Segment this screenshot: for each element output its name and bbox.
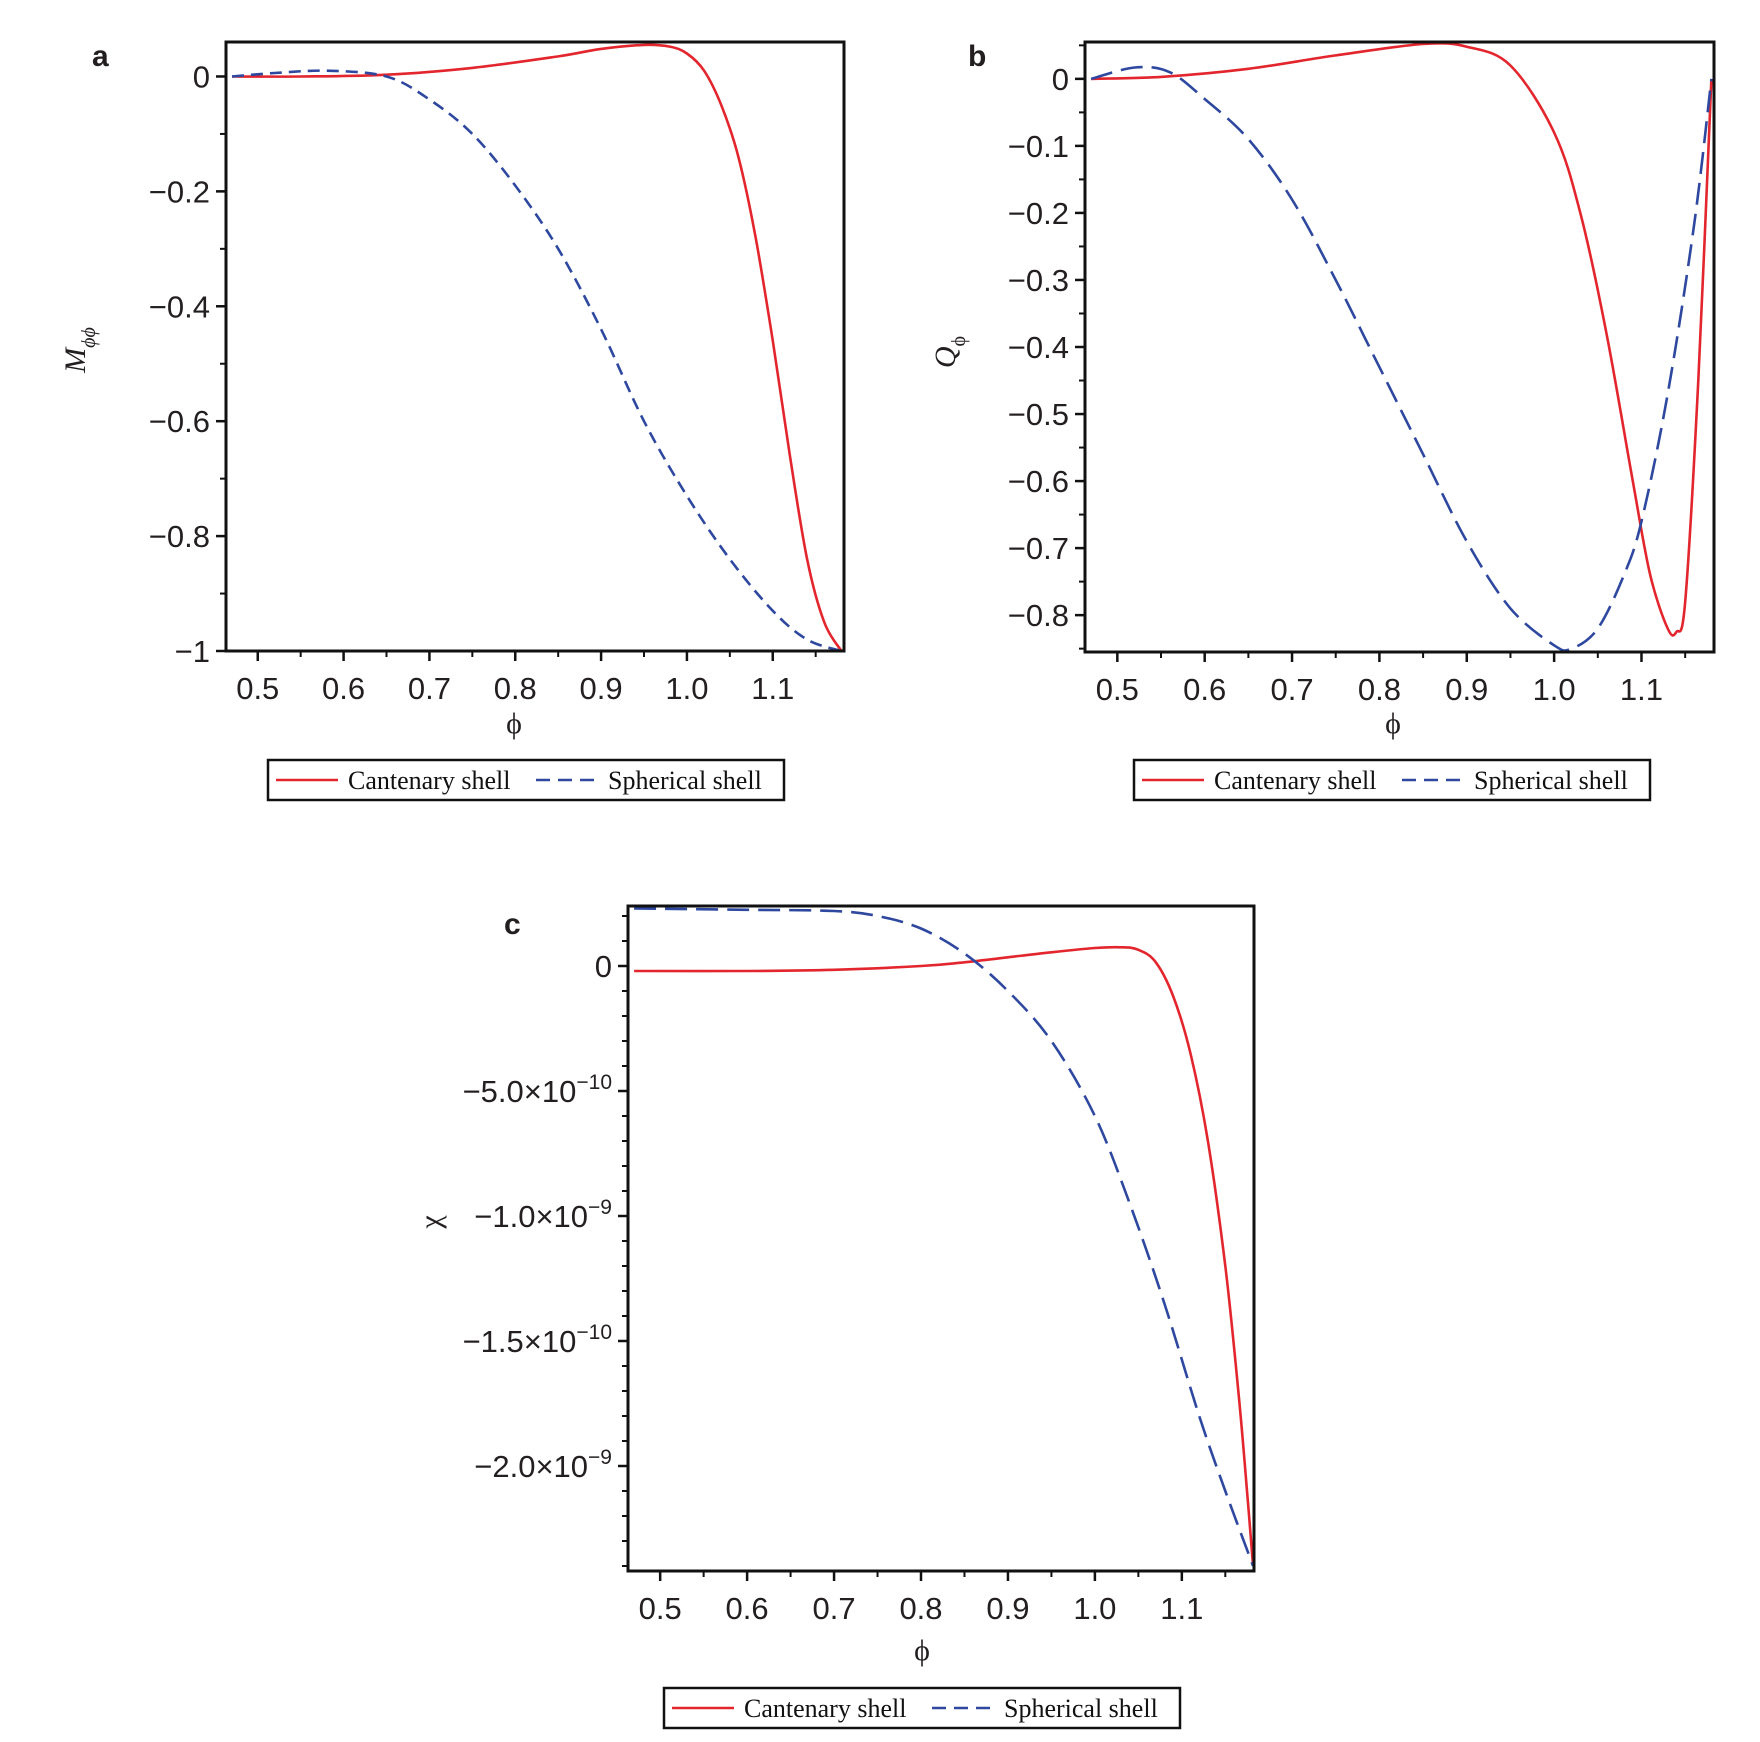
y-tick-label: −0.4	[149, 289, 210, 324]
panel-a-plot-area	[224, 40, 846, 653]
x-tick-label: 0.8	[899, 1591, 942, 1626]
x-tick-label: 1.1	[1160, 1591, 1203, 1626]
y-tick-label: −5.0×10−10	[463, 1071, 612, 1109]
y-tick-label: −1.0×10−9	[474, 1196, 612, 1234]
panel-c-curvature-chart: c 0.5 0.6 0.7 0.8 0.9 1.0 1.1 0 −5.0×10−10 −1.0×…	[414, 904, 1256, 1730]
y-tick-label: −0.4	[1008, 330, 1069, 365]
legend-spherical-label: Spherical shell	[1004, 1694, 1158, 1723]
y-tick-label: −0.6	[149, 404, 210, 439]
y-tick-label: −0.2	[149, 174, 210, 209]
panel-a-x-axis-title: ϕ	[506, 707, 522, 740]
panel-b-legend: Cantenary shell Spherical shell	[1132, 758, 1652, 802]
legend-cantenary-label: Cantenary shell	[744, 1694, 906, 1723]
svg-text:Qϕ: Qϕ	[929, 336, 970, 368]
panel-c-x-axis-title: ϕ	[914, 1634, 930, 1667]
plot-frame	[626, 904, 1256, 1573]
y-tick-label: −0.8	[1008, 598, 1069, 633]
panel-a-y-axis: 0 −0.2 −0.4 −0.6 −0.8 −1	[149, 59, 226, 669]
cantenary-shell-line	[1091, 41, 1713, 637]
panel-b-y-axis-title: Qϕ	[929, 336, 970, 368]
y-tick-label: 0	[193, 59, 210, 94]
panel-c-y-axis: 0 −5.0×10−10 −1.0×10−9 −1.5×10−10 −2.0×10−9	[463, 915, 628, 1567]
panel-c-x-axis: 0.5 0.6 0.7 0.8 0.9 1.0 1.1	[639, 1571, 1227, 1626]
y-tick-label: −1.5×10−10	[463, 1321, 612, 1359]
y-title-main: M	[59, 346, 92, 374]
panel-letter-c: c	[504, 908, 521, 941]
x-tick-label: 0.9	[580, 671, 623, 706]
legend-spherical-label: Spherical shell	[1474, 766, 1628, 795]
legend-cantenary-label: Cantenary shell	[1214, 766, 1376, 795]
y-tick-label: 0	[595, 949, 612, 984]
x-tick-label: 1.1	[1620, 672, 1663, 707]
x-tick-label: 0.6	[726, 1591, 769, 1626]
y-tick-label: −0.6	[1008, 464, 1069, 499]
x-tick-label: 1.1	[751, 671, 794, 706]
cantenary-shell-line	[231, 43, 843, 652]
y-tick-label: −0.2	[1008, 196, 1069, 231]
x-tick-label: 0.7	[1270, 672, 1313, 707]
cantenary-shell-line	[634, 945, 1254, 1567]
panel-b-x-axis-title: ϕ	[1385, 707, 1401, 740]
y-tick-label: −1	[175, 634, 210, 669]
panel-letter-b: b	[968, 40, 986, 73]
spherical-shell-line	[231, 69, 842, 653]
legend-box	[662, 1686, 1182, 1730]
panel-b-x-axis: 0.5 0.6 0.7 0.8 0.9 1.0 1.1	[1096, 652, 1687, 707]
y-title-main: Q	[929, 346, 962, 368]
panel-a-y-axis-title: Mϕϕ	[59, 327, 100, 374]
x-tick-label: 1.0	[1533, 672, 1576, 707]
spherical-shell-line	[634, 907, 1254, 1567]
y-tick-label: 0	[1052, 62, 1069, 97]
panel-a-x-axis: 0.5 0.6 0.7 0.8 0.9 1.0 1.1	[236, 651, 817, 706]
y-tick-label: −0.3	[1008, 263, 1069, 298]
panel-a-moment-chart: a 0.5 0.6 0.7 0.8 0.9 1.0 1.1 0 −0.2 −0.4 −0.6 −0.…	[59, 40, 846, 802]
x-tick-label: 0.5	[639, 1591, 682, 1626]
legend-box	[266, 758, 786, 802]
y-tick-label: −0.7	[1008, 531, 1069, 566]
legend-box	[1132, 758, 1652, 802]
x-tick-label: 0.9	[1445, 672, 1488, 707]
panel-c-legend: Cantenary shell Spherical shell	[662, 1686, 1182, 1730]
y-title-subscript: ϕ	[948, 336, 970, 347]
plot-frame	[1083, 40, 1716, 654]
panel-c-y-axis-title: χ	[414, 1215, 447, 1230]
panel-b-shear-chart: b 0.5 0.6 0.7 0.8 0.9 1.0 1.1 0 −0.1 −0.2 −0.3 −0.…	[929, 40, 1716, 802]
y-tick-label: −2.0×10−9	[474, 1446, 612, 1484]
x-tick-label: 0.8	[494, 671, 537, 706]
x-tick-label: 1.0	[1073, 1591, 1116, 1626]
y-tick-label: −0.1	[1008, 129, 1069, 164]
spherical-shell-line	[1090, 65, 1713, 652]
panel-c-plot-area	[626, 904, 1256, 1573]
x-tick-label: 0.6	[1183, 672, 1226, 707]
x-tick-label: 0.5	[1096, 672, 1139, 707]
y-title-main: χ	[414, 1215, 447, 1230]
svg-text:Mϕϕ: Mϕϕ	[59, 327, 100, 374]
panel-a-legend: Cantenary shell Spherical shell	[266, 758, 786, 802]
y-tick-label: −0.8	[149, 519, 210, 554]
x-tick-label: 0.7	[813, 1591, 856, 1626]
y-tick-label: −0.5	[1008, 397, 1069, 432]
plot-frame	[224, 40, 846, 653]
y-title-subscript: ϕϕ	[78, 327, 100, 348]
x-tick-label: 0.6	[322, 671, 365, 706]
svg-text:χ: χ	[414, 1215, 447, 1230]
x-tick-label: 1.0	[665, 671, 708, 706]
legend-cantenary-label: Cantenary shell	[348, 766, 510, 795]
panel-b-plot-area	[1083, 40, 1716, 654]
panel-letter-a: a	[92, 40, 109, 73]
x-tick-label: 0.9	[986, 1591, 1029, 1626]
x-tick-label: 0.8	[1358, 672, 1401, 707]
legend-spherical-label: Spherical shell	[608, 766, 762, 795]
x-tick-label: 0.5	[236, 671, 279, 706]
x-tick-label: 0.7	[408, 671, 451, 706]
panel-b-y-axis: 0 −0.1 −0.2 −0.3 −0.4 −0.5 −0.6 −0.7 −0.8	[1008, 44, 1085, 650]
